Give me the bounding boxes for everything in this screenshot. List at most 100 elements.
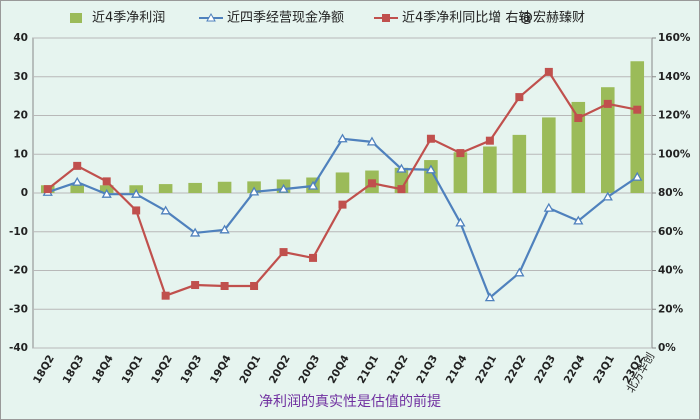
marker: [397, 185, 406, 194]
legend-marker: [382, 14, 390, 22]
x-tick-label: 22Q1: [473, 353, 499, 386]
bar: [483, 146, 497, 193]
y-tick-label: 30: [13, 71, 28, 83]
x-tick-label: 19Q4: [208, 353, 234, 386]
marker: [485, 136, 494, 145]
marker: [514, 267, 525, 277]
marker: [367, 179, 376, 188]
y2-tick-label: 160%: [658, 32, 691, 44]
x-tick-label: 22Q3: [532, 353, 558, 386]
marker: [279, 248, 288, 257]
bar: [571, 101, 586, 193]
y2-tick-label: 0%: [658, 342, 676, 354]
marker: [191, 281, 200, 290]
marker: [220, 282, 229, 290]
x-tick-label: 18Q2: [31, 353, 57, 386]
x-tick-label: 21Q3: [414, 353, 440, 386]
x-tick-label: 19Q2: [149, 353, 175, 386]
x-tick-label: 18Q3: [61, 353, 87, 386]
marker: [632, 171, 643, 181]
x-tick-label: 20Q3: [296, 353, 322, 386]
marker: [101, 188, 112, 198]
bar: [335, 172, 350, 193]
bar: [217, 181, 232, 193]
x-tick-label: 23Q1: [591, 353, 617, 386]
bar: [70, 185, 84, 193]
y2-tick-label: 120%: [658, 110, 691, 122]
marker: [544, 67, 553, 76]
y2-tick-label: 20%: [658, 303, 684, 315]
marker: [573, 215, 584, 225]
marker: [633, 105, 642, 114]
bar: [424, 160, 438, 193]
marker: [219, 224, 230, 234]
marker: [309, 253, 318, 262]
marker: [307, 180, 319, 190]
legend-marker: [206, 12, 216, 22]
bar: [542, 117, 556, 193]
marker: [250, 282, 259, 290]
y-tick-label: 40: [13, 32, 28, 44]
bar: [601, 87, 615, 193]
x-tick-label: 20Q2: [267, 353, 293, 386]
marker: [161, 291, 170, 300]
marker: [396, 163, 407, 173]
marker: [338, 200, 347, 209]
marker: [131, 188, 142, 198]
bar: [188, 182, 202, 193]
marker: [366, 136, 378, 146]
marker: [602, 191, 613, 201]
y-tick-label: -10: [9, 226, 28, 238]
marker: [425, 164, 437, 174]
x-tick-label: 18Q4: [90, 353, 116, 386]
x-tick-label: 22Q4: [562, 353, 588, 386]
y2-tick-label: 60%: [658, 226, 684, 238]
legend-swatch: [70, 13, 82, 23]
x-tick-label: 20Q1: [237, 353, 263, 386]
marker: [160, 205, 171, 215]
marker: [543, 202, 554, 212]
marker: [455, 217, 466, 227]
x-tick-label: 21Q1: [355, 353, 381, 386]
y-tick-label: -40: [9, 342, 28, 354]
marker: [278, 183, 289, 193]
marker: [102, 177, 111, 186]
marker: [603, 99, 612, 108]
y-tick-label: 0: [21, 187, 28, 199]
x-tick-label: 22Q2: [503, 353, 529, 386]
bar: [512, 134, 527, 193]
marker: [132, 206, 141, 215]
x-tick-label: 19Q1: [120, 353, 146, 386]
marker: [456, 149, 465, 158]
marker: [43, 185, 52, 194]
y2-tick-label: 40%: [658, 265, 684, 277]
bar: [453, 152, 468, 193]
bar: [158, 184, 173, 193]
y-tick-label: -20: [9, 265, 28, 277]
watermark: @宏赫臻财: [520, 11, 585, 26]
marker: [337, 133, 348, 143]
legend-label: 近4季净利同比增 右轴: [402, 11, 531, 26]
bar: [630, 61, 645, 193]
marker: [515, 93, 524, 102]
marker: [248, 186, 260, 196]
marker: [189, 227, 201, 237]
y2-tick-label: 100%: [658, 148, 691, 160]
x-tick-label: 21Q2: [385, 353, 411, 386]
y-tick-label: 10: [13, 148, 28, 160]
y-tick-label: 20: [13, 110, 28, 122]
y2-tick-label: 80%: [658, 187, 684, 199]
caption: 净利润的真实性是估值的前提: [259, 393, 441, 410]
y-tick-label: -30: [9, 303, 28, 315]
marker: [73, 161, 82, 170]
marker: [484, 292, 496, 302]
x-tick-label: 21Q4: [444, 353, 470, 386]
legend-label: 近四季经营现金净额: [227, 10, 344, 26]
legend-label: 近4季净利润: [92, 11, 165, 26]
marker: [426, 134, 435, 143]
marker: [72, 176, 83, 186]
x-tick-label: 20Q4: [326, 353, 352, 386]
x-tick-label: 19Q3: [179, 353, 205, 386]
marker: [574, 114, 583, 123]
